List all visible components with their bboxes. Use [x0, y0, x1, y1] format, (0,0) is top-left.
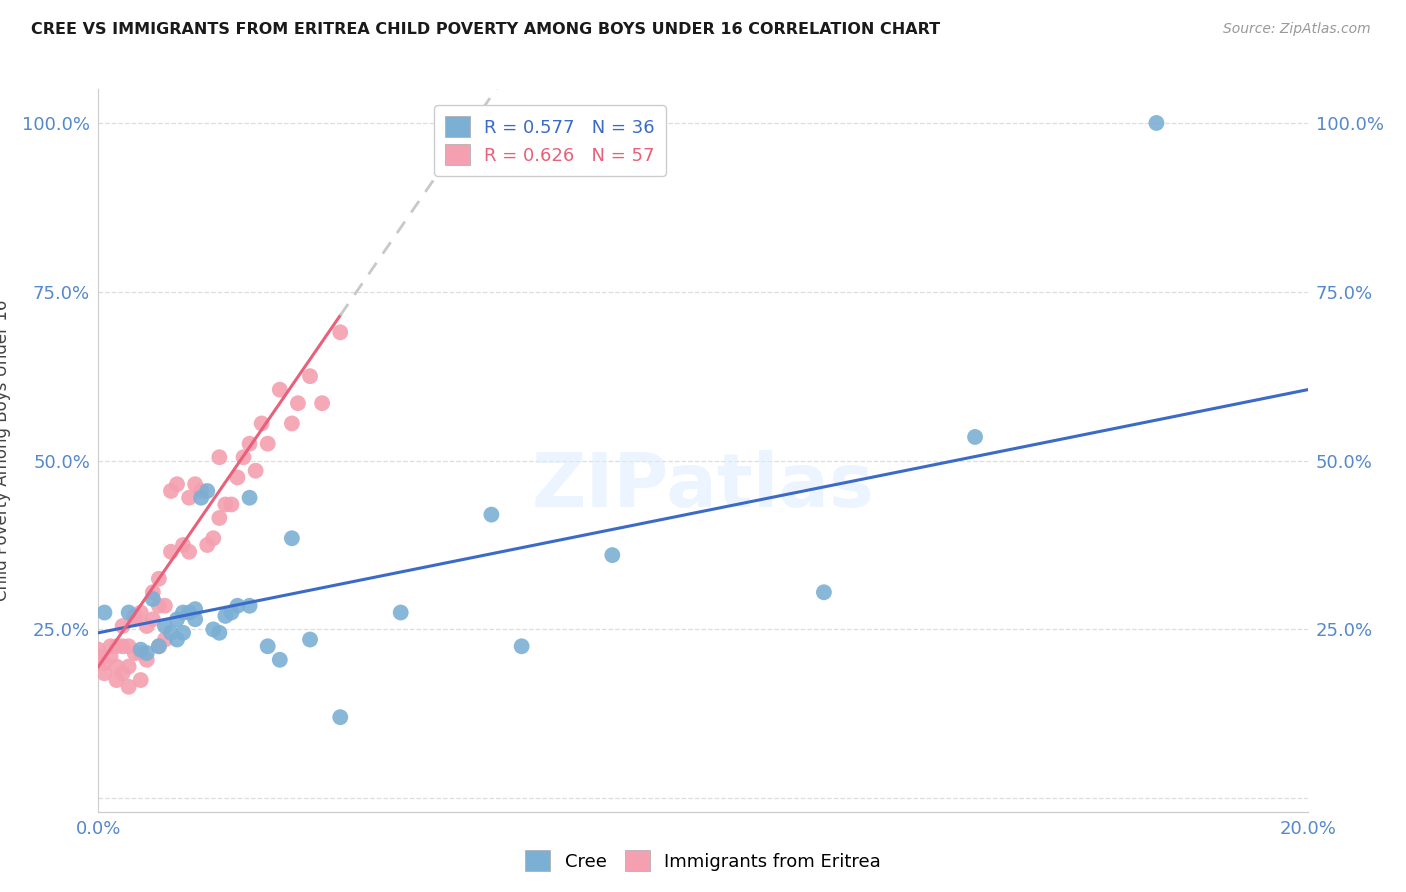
Point [148, 599, 170, 613]
Point [179, 491, 201, 505]
Point [111, 666, 134, 681]
Point [160, 483, 183, 498]
Point [105, 659, 128, 673]
Point [111, 619, 134, 633]
Point [226, 599, 249, 613]
Point [93, 666, 115, 681]
Point [281, 531, 304, 545]
Point [118, 680, 141, 694]
Point [124, 646, 146, 660]
Point [105, 673, 128, 687]
Point [135, 646, 157, 660]
Point [389, 606, 412, 620]
Point [153, 619, 176, 633]
Point [172, 538, 194, 552]
Point [153, 632, 176, 647]
Point [208, 625, 231, 640]
Legend: Cree, Immigrants from Eritrea: Cree, Immigrants from Eritrea [517, 843, 889, 879]
Point [602, 548, 624, 562]
Point [329, 710, 352, 724]
Point [239, 436, 262, 450]
Point [965, 430, 987, 444]
Point [87, 656, 110, 670]
Point [202, 531, 225, 545]
Point [87, 649, 110, 664]
Text: ZIPatlas: ZIPatlas [531, 450, 875, 523]
Point [195, 483, 218, 498]
Point [329, 326, 352, 340]
Point [299, 632, 322, 647]
Point [166, 477, 188, 491]
Point [148, 640, 170, 654]
Text: CREE VS IMMIGRANTS FROM ERITREA CHILD POVERTY AMONG BOYS UNDER 16 CORRELATION CH: CREE VS IMMIGRANTS FROM ERITREA CHILD PO… [31, 22, 941, 37]
Point [481, 508, 503, 522]
Point [118, 640, 141, 654]
Point [142, 612, 165, 626]
Point [221, 498, 243, 512]
Point [166, 632, 188, 647]
Point [160, 545, 183, 559]
Point [226, 470, 249, 484]
Point [1144, 116, 1167, 130]
Point [184, 602, 207, 616]
Point [214, 608, 236, 623]
Point [208, 450, 231, 465]
Text: Source: ZipAtlas.com: Source: ZipAtlas.com [1223, 22, 1371, 37]
Point [129, 646, 152, 660]
Point [195, 538, 218, 552]
Point [269, 653, 291, 667]
Point [184, 477, 207, 491]
Point [202, 623, 225, 637]
Point [239, 491, 262, 505]
Point [153, 599, 176, 613]
Point [311, 396, 333, 410]
Point [118, 659, 141, 673]
Point [208, 511, 231, 525]
Point [87, 642, 110, 657]
Point [118, 606, 141, 620]
Point [250, 417, 273, 431]
Point [100, 649, 122, 664]
Y-axis label: Child Poverty Among Boys Under 16: Child Poverty Among Boys Under 16 [0, 300, 11, 601]
Point [269, 383, 291, 397]
Point [111, 640, 134, 654]
Point [135, 653, 157, 667]
Point [142, 585, 165, 599]
Point [124, 612, 146, 626]
Point [100, 640, 122, 654]
Point [93, 656, 115, 670]
Point [160, 625, 183, 640]
Point [124, 608, 146, 623]
Point [135, 619, 157, 633]
Point [105, 640, 128, 654]
Point [287, 396, 309, 410]
Point [256, 436, 278, 450]
Point [142, 592, 165, 607]
Point [129, 673, 152, 687]
Point [190, 491, 212, 505]
Point [148, 572, 170, 586]
Point [221, 606, 243, 620]
Point [232, 450, 254, 465]
Point [166, 612, 188, 626]
Point [148, 640, 170, 654]
Point [129, 642, 152, 657]
Point [813, 585, 835, 599]
Point [214, 498, 236, 512]
Point [245, 464, 267, 478]
Point [93, 606, 115, 620]
Point [172, 625, 194, 640]
Point [281, 417, 304, 431]
Legend: R = 0.577   N = 36, R = 0.626   N = 57: R = 0.577 N = 36, R = 0.626 N = 57 [434, 105, 666, 176]
Point [129, 606, 152, 620]
Point [172, 606, 194, 620]
Point [239, 599, 262, 613]
Point [299, 369, 322, 384]
Point [256, 640, 278, 654]
Point [510, 640, 533, 654]
Point [179, 545, 201, 559]
Point [179, 606, 201, 620]
Point [184, 612, 207, 626]
Point [190, 483, 212, 498]
